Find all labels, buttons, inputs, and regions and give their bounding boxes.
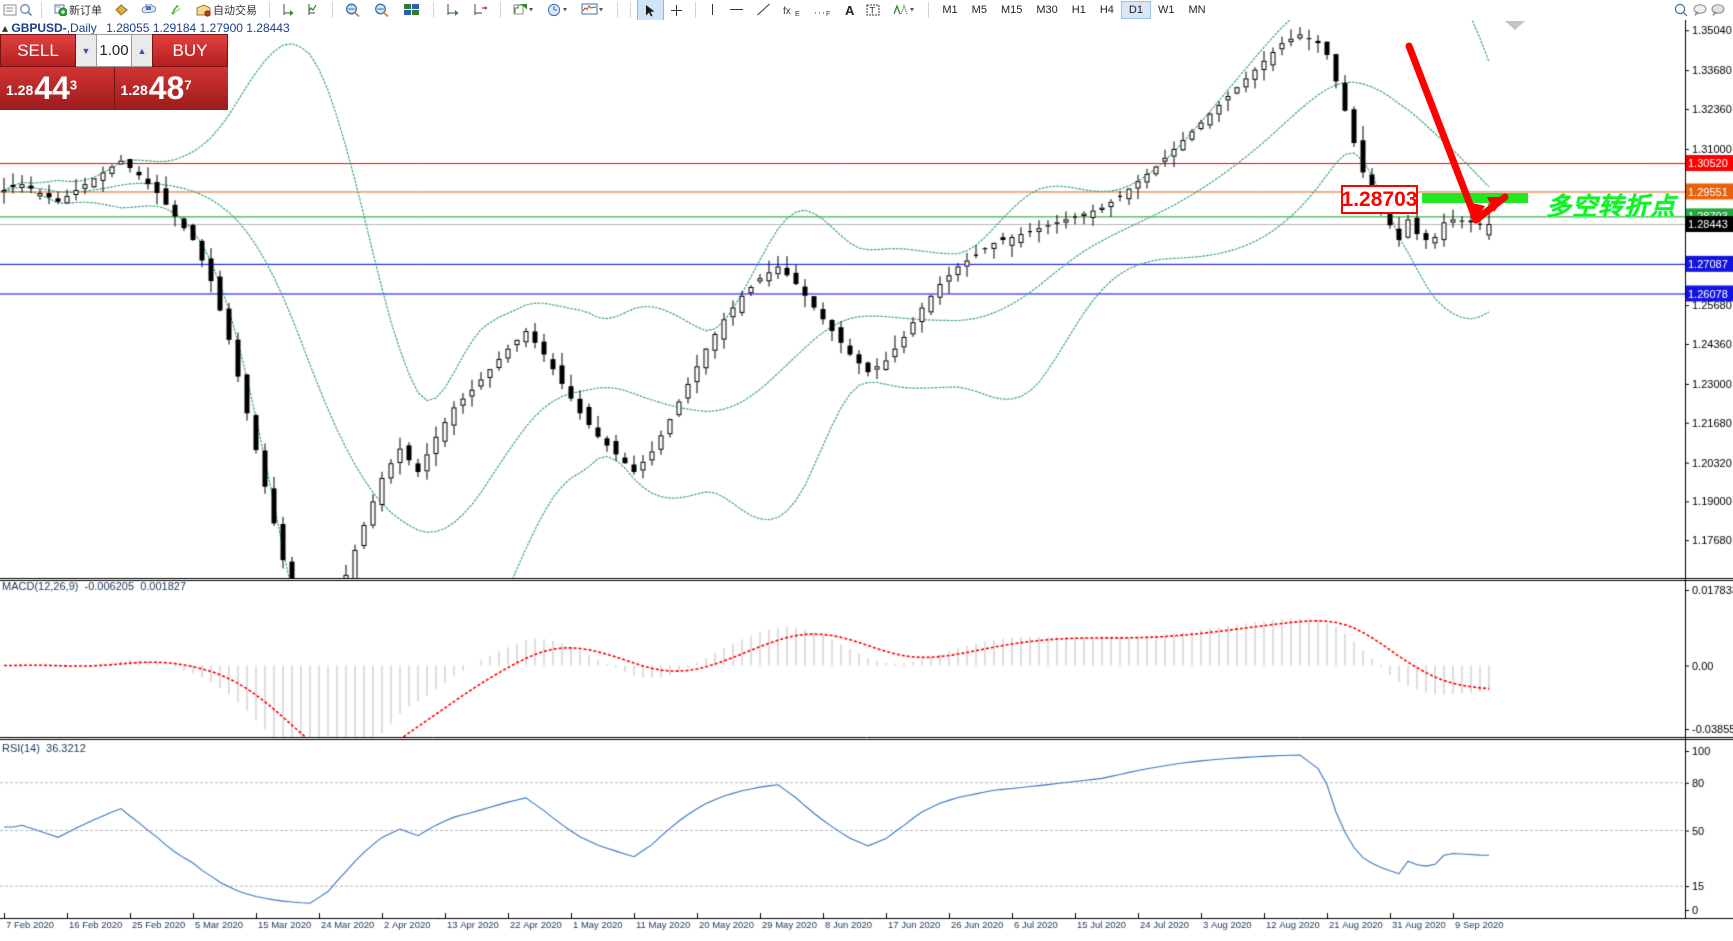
svg-text:E: E	[795, 11, 800, 17]
svg-text:F: F	[826, 11, 830, 17]
svg-text:T: T	[870, 6, 876, 16]
svg-text:fx: fx	[783, 6, 791, 17]
